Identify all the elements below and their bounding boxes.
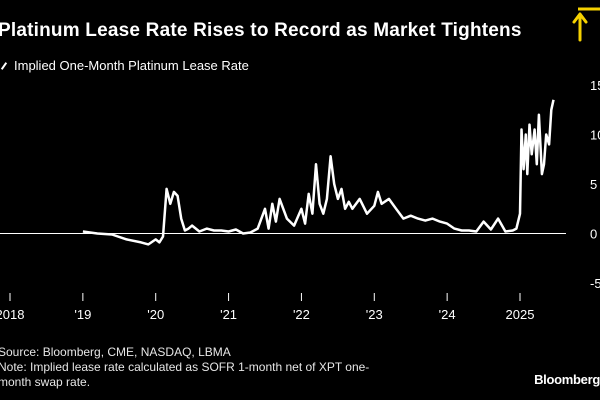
x-tick-label: 2018 <box>0 307 24 322</box>
y-tick-label: -5 <box>590 276 600 291</box>
x-axis: 2018 '19 '20 '21 '22 '23 '24 2025 <box>0 293 534 322</box>
y-axis: 15% 10 5 0 -5 <box>590 78 600 291</box>
x-tick-label: 2025 <box>506 307 535 322</box>
method-note-line1: Note: Implied lease rate calculated as S… <box>0 360 370 374</box>
y-tick-label: 0 <box>590 227 597 242</box>
x-tick-label: '19 <box>74 307 91 322</box>
footnotes: Source: Bloomberg, CME, NASDAQ, LBMA Not… <box>0 345 468 390</box>
x-tick-label: '20 <box>147 307 164 322</box>
chart-title: Platinum Lease Rate Rises to Record as M… <box>0 20 522 41</box>
bloomberg-logo: Bloomberg <box>534 372 600 387</box>
source-note: Source: Bloomberg, CME, NASDAQ, LBMA <box>0 345 231 359</box>
legend-label: Implied One-Month Platinum Lease Rate <box>14 58 249 73</box>
x-tick-label: '21 <box>220 307 237 322</box>
x-tick-label: '23 <box>366 307 383 322</box>
x-tick-label: '22 <box>293 307 310 322</box>
up-arrow-icon <box>572 7 600 42</box>
x-tick-label: '24 <box>439 307 456 322</box>
y-tick-label: 5 <box>590 177 597 192</box>
y-tick-label: 10 <box>590 128 600 143</box>
lease-rate-line <box>82 99 555 246</box>
legend: Implied One-Month Platinum Lease Rate <box>0 58 249 73</box>
y-tick-label: 15% <box>590 78 600 93</box>
method-note-line2: month swap rate. <box>0 375 91 389</box>
